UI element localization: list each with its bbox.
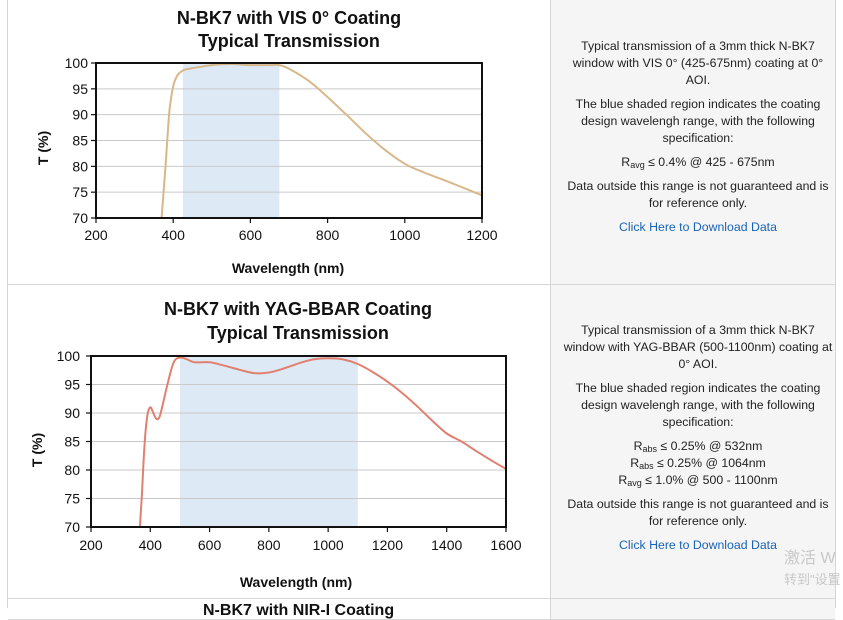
download-data-link[interactable]: Click Here to Download Data: [619, 220, 777, 234]
y-axis-label: T (%): [29, 433, 45, 467]
y-tick-label: 100: [57, 348, 81, 364]
y-tick-label: 85: [72, 133, 88, 149]
chart-cell: N-BK7 with YAG-BBAR Coating Typical Tran…: [8, 285, 551, 598]
transmission-curve: [138, 356, 507, 528]
x-tick-label: 200: [79, 537, 103, 553]
x-tick-label: 1200: [466, 227, 497, 243]
x-tick-label: 800: [316, 227, 340, 243]
transmission-chart-vis: N-BK7 with VIS 0° Coating Typical Transm…: [35, 8, 498, 276]
y-tick-label: 70: [64, 519, 80, 535]
download-data-link[interactable]: Click Here to Download Data: [619, 538, 777, 552]
x-axis-label: Wavelength (nm): [240, 574, 352, 590]
description-block: Typical transmission of a 3mm thick N-BK…: [563, 322, 833, 554]
chart-title-partial: N-BK7 with NIR-I Coating: [203, 602, 395, 619]
table-row: N-BK7 with NIR-I Coating: [8, 599, 835, 620]
y-tick-label: 80: [64, 462, 80, 478]
y-tick-label: 70: [72, 210, 88, 226]
spec-line: Ravg ≤ 1.0% @ 500 - 1100nm: [618, 473, 778, 488]
x-tick-label: 600: [198, 537, 222, 553]
os-activation-watermark: 转到"设置: [784, 572, 841, 587]
y-tick-label: 100: [65, 55, 89, 71]
transmission-curve: [160, 63, 483, 219]
spec-line: Rabs ≤ 0.25% @ 1064nm: [630, 456, 766, 471]
spec-line: Rabs ≤ 0.25% @ 532nm: [633, 439, 763, 454]
product-data-table: N-BK7 with VIS 0° Coating Typical Transm…: [7, 0, 836, 620]
description-text: The blue shaded region indicates the coa…: [575, 381, 821, 429]
y-tick-label: 80: [72, 158, 88, 174]
description-text: The blue shaded region indicates the coa…: [575, 97, 821, 145]
x-tick-label: 600: [239, 227, 263, 243]
description-text: Typical transmission of a 3mm thick N-BK…: [572, 39, 824, 87]
x-tick-label: 400: [162, 227, 186, 243]
x-tick-label: 1200: [372, 537, 403, 553]
chart-title-line1: N-BK7 with YAG-BBAR Coating: [164, 299, 432, 319]
x-tick-label: 800: [257, 537, 281, 553]
x-axis-label: Wavelength (nm): [232, 260, 344, 276]
y-tick-label: 90: [64, 405, 80, 421]
y-tick-label: 95: [72, 81, 88, 97]
y-tick-label: 75: [64, 491, 80, 507]
x-tick-label: 200: [84, 227, 108, 243]
chart-title-line2: Typical Transmission: [198, 31, 380, 51]
y-axis-label: T (%): [35, 131, 51, 165]
x-tick-label: 1400: [431, 537, 462, 553]
description-note: Data outside this range is not guarantee…: [567, 179, 829, 210]
x-tick-label: 1600: [490, 537, 521, 553]
y-tick-label: 85: [64, 434, 80, 450]
description-note: Data outside this range is not guarantee…: [567, 497, 829, 528]
y-tick-label: 95: [64, 377, 80, 393]
y-tick-label: 75: [72, 184, 88, 200]
table-row: N-BK7 with VIS 0° Coating Typical Transm…: [8, 0, 835, 285]
plot-frame: [90, 355, 507, 528]
description-block: Typical transmission of a 3mm thick N-BK…: [563, 38, 833, 236]
x-tick-label: 1000: [389, 227, 420, 243]
table-row: N-BK7 with YAG-BBAR Coating Typical Tran…: [8, 285, 835, 599]
plot-frame: [95, 62, 483, 219]
description-cell: Typical transmission of a 3mm thick N-BK…: [551, 0, 835, 284]
y-tick-label: 90: [72, 107, 88, 123]
description-cell: [551, 599, 835, 619]
chart-title-line2: Typical Transmission: [207, 323, 389, 343]
os-activation-watermark: 激活 W: [784, 550, 836, 567]
description-text: Typical transmission of a 3mm thick N-BK…: [563, 323, 833, 371]
description-cell: Typical transmission of a 3mm thick N-BK…: [551, 285, 835, 598]
chart-title-line1: N-BK7 with VIS 0° Coating: [177, 8, 401, 28]
spec-lines: Rabs ≤ 0.25% @ 532nm Rabs ≤ 0.25% @ 1064…: [563, 438, 833, 489]
x-tick-label: 1000: [313, 537, 344, 553]
chart-cell: N-BK7 with NIR-I Coating: [8, 599, 551, 619]
x-tick-label: 400: [139, 537, 163, 553]
spec-line: Ravg ≤ 0.4% @ 425 - 675nm: [621, 155, 775, 170]
chart-cell: N-BK7 with VIS 0° Coating Typical Transm…: [8, 0, 551, 284]
transmission-chart-yag-bbar: N-BK7 with YAG-BBAR Coating Typical Tran…: [29, 299, 522, 590]
